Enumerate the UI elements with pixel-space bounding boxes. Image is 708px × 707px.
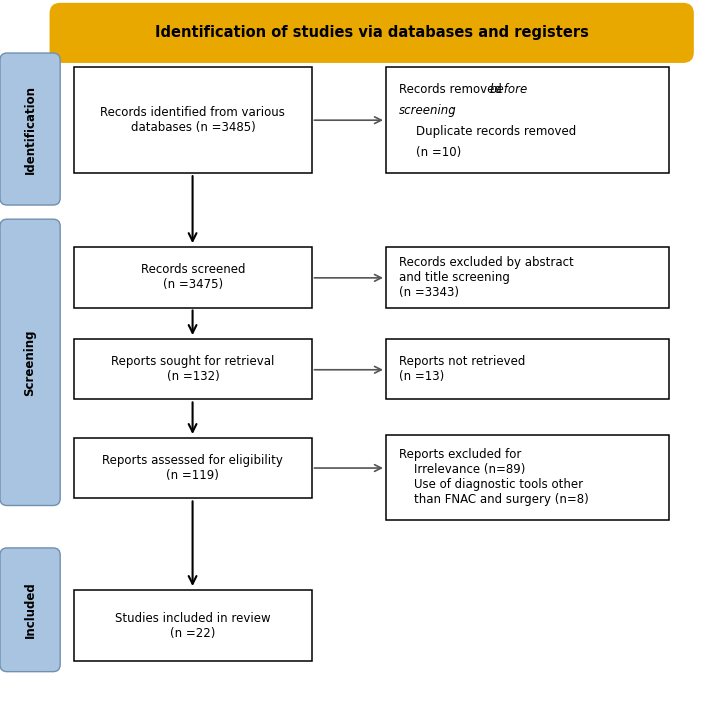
FancyBboxPatch shape — [74, 67, 312, 173]
FancyBboxPatch shape — [74, 590, 312, 661]
FancyBboxPatch shape — [386, 247, 669, 308]
Text: Screening: Screening — [23, 329, 37, 396]
FancyBboxPatch shape — [0, 53, 60, 205]
FancyBboxPatch shape — [74, 339, 312, 399]
Text: Records screened
(n =3475): Records screened (n =3475) — [141, 264, 245, 291]
Text: Reports not retrieved
(n =13): Reports not retrieved (n =13) — [399, 356, 525, 383]
Text: (n =10): (n =10) — [416, 146, 462, 159]
Text: Reports assessed for eligibility
(n =119): Reports assessed for eligibility (n =119… — [103, 455, 283, 482]
FancyBboxPatch shape — [74, 247, 312, 308]
FancyBboxPatch shape — [74, 438, 312, 498]
Text: screening: screening — [399, 104, 457, 117]
Text: Reports sought for retrieval
(n =132): Reports sought for retrieval (n =132) — [111, 356, 275, 383]
Text: Records excluded by abstract
and title screening
(n =3343): Records excluded by abstract and title s… — [399, 256, 573, 299]
FancyBboxPatch shape — [0, 219, 60, 506]
FancyBboxPatch shape — [50, 3, 694, 63]
Text: Duplicate records removed: Duplicate records removed — [416, 125, 576, 138]
FancyBboxPatch shape — [0, 548, 60, 672]
Text: before: before — [489, 83, 527, 95]
Text: Identification: Identification — [23, 85, 37, 173]
Text: Included: Included — [23, 581, 37, 638]
FancyBboxPatch shape — [386, 67, 669, 173]
Text: :: : — [450, 104, 455, 117]
Text: Identification of studies via databases and registers: Identification of studies via databases … — [155, 25, 588, 40]
Text: Studies included in review
(n =22): Studies included in review (n =22) — [115, 612, 270, 640]
Text: Reports excluded for
    Irrelevance (n=89)
    Use of diagnostic tools other
  : Reports excluded for Irrelevance (n=89) … — [399, 448, 588, 506]
Text: Records identified from various
databases (n =3485): Records identified from various database… — [101, 106, 285, 134]
FancyBboxPatch shape — [386, 339, 669, 399]
Text: Records removed: Records removed — [399, 83, 506, 95]
FancyBboxPatch shape — [386, 435, 669, 520]
